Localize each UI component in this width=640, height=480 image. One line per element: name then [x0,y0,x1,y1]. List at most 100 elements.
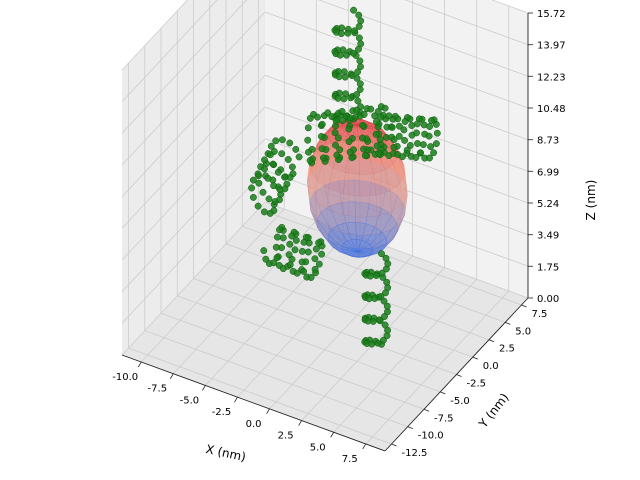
scatter-point [385,112,393,120]
scatter-point [395,122,403,130]
scatter-point [304,124,312,132]
scatter-point [413,120,421,128]
scatter-point [276,186,284,193]
x-tick-mark [362,443,367,450]
y-tick-label: -7.5 [434,413,454,424]
z-tick-labels: 0.00 1.75 3.49 5.24 6.99 8.73 10.48 12.23 13.97 1… [528,9,566,305]
scatter-point [390,143,398,151]
scatter-point [312,245,320,253]
x-tick-labels: -10.0 -7.5 -5.0 -2.5 0.0 2.5 5.0 7.5 [112,361,367,465]
scatter-point [360,145,368,153]
scatter-point [291,246,299,254]
scatter-point [255,179,263,187]
scatter-point [346,114,354,122]
scatter-point [311,255,319,263]
grid-line-y [177,295,441,393]
scatter-point [354,97,362,105]
scatter-point [433,129,441,137]
scatter-point [265,195,273,203]
grid-line-y [258,208,522,306]
y-tick-mark [472,356,478,360]
y-tick-labels: -12.5 -10.0 -7.5 -5.0 -2.5 0.02.55.07.5 [391,304,547,459]
scatter-point [332,141,339,149]
scatter-point [300,267,308,275]
y-axis-label: Y (nm) [475,391,511,432]
x-tick-mark [298,420,302,426]
scatter-point [304,136,312,144]
grid-line-z [121,169,266,324]
scatter-point [259,188,267,196]
scatter-point [353,106,360,114]
scatter-point [286,261,294,269]
scatter-point [249,176,257,184]
scatter-point [401,118,409,125]
scatter-point [335,73,343,81]
scatter-point [341,73,349,81]
scatter-point [375,316,383,324]
scatter-point [400,126,408,134]
scatter-point [286,240,294,248]
z-tick-label: 1.75 [537,262,559,273]
y-tick-mark [521,304,527,308]
scatter-point [388,123,396,131]
z-tick-label: 6.99 [537,167,559,178]
scatter-point [351,27,358,35]
scatter-point [288,232,296,240]
scatter-point [248,184,256,192]
scatter-point [269,160,277,168]
x-tick-mark [234,396,238,403]
scatter-point [332,117,340,125]
scatter-point [306,157,314,164]
scatter-point [381,321,389,329]
scatter-point [348,72,356,79]
scatter-point [350,6,358,14]
grid-line-z [264,201,529,299]
scatter-point [285,251,293,259]
scatter-point [361,152,369,160]
x-tick-label: 0.0 [246,419,262,430]
scatter-point [430,149,438,157]
y-tick-mark [423,408,430,412]
grid-line-z [121,0,188,71]
y-tick-label: 5.0 [515,326,531,337]
scatter-point [304,248,312,256]
scatter-point [378,269,386,277]
scatter-point [307,274,315,281]
scatter-point [360,111,368,118]
scatter-point [317,132,325,140]
scatter-point [419,141,427,149]
grid-line-z [264,11,529,109]
scatter-point [260,208,268,216]
scatter-point [357,40,365,48]
surface-facet [354,158,373,183]
scatter-point [334,134,342,142]
scatter-point [328,113,336,121]
grid-line-z [121,43,266,198]
scatter-point [357,63,364,71]
x-tick-mark [330,432,335,438]
grid-line-y [128,347,392,445]
grid-line-y [193,278,457,375]
scatter-point [300,238,308,246]
scatter-point [267,142,275,150]
scatter-point [401,136,409,144]
surface-facet [354,179,372,204]
scatter-point [278,136,286,144]
y-tick-label: 2.5 [499,344,515,355]
z-tick-label: 12.23 [537,72,566,83]
scatter-point [373,142,381,150]
scatter-point [295,153,303,161]
grid-line-z [121,106,266,261]
scatter-point [372,272,380,279]
scatter-point [333,151,341,159]
scatter-point [427,143,435,151]
scatter-point [349,49,357,57]
scatter-point [353,91,361,98]
scatter-point [336,51,344,59]
scatter-point [395,132,403,140]
scatter-points [248,6,441,348]
grid-line-z [121,0,218,103]
scatter-point [369,317,377,325]
scatter-point [413,129,420,137]
